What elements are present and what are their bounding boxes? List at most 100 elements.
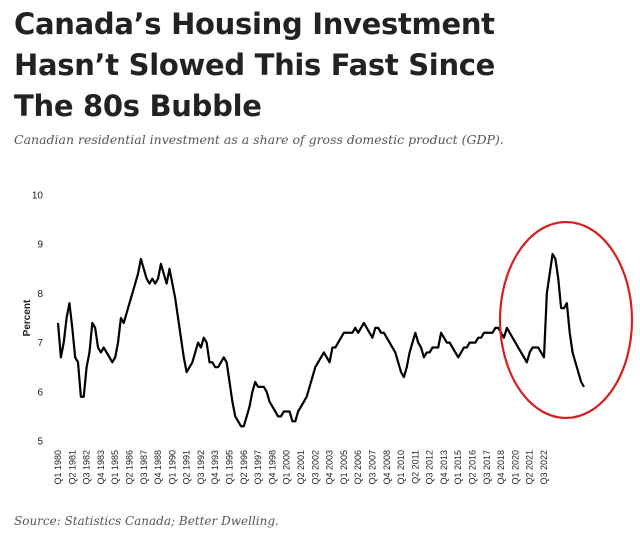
data-point [140, 258, 141, 259]
x-tick-label: Q2 2006 [353, 450, 363, 485]
data-point [446, 342, 447, 343]
series-line [56, 252, 585, 428]
data-point [155, 283, 156, 284]
data-point [172, 283, 173, 284]
data-point [338, 342, 339, 343]
data-point [206, 342, 207, 343]
data-point [275, 411, 276, 412]
data-point [298, 411, 299, 412]
data-point [403, 376, 404, 377]
data-point [249, 406, 250, 407]
x-tick-label: Q4 2013 [439, 450, 449, 485]
data-point [137, 273, 138, 274]
data-point [238, 421, 239, 422]
data-point [175, 298, 176, 299]
data-point [186, 372, 187, 373]
data-point [549, 273, 550, 274]
data-point [518, 347, 519, 348]
data-point [558, 278, 559, 279]
data-point [63, 342, 64, 343]
y-tick-label: 6 [37, 387, 43, 398]
data-point [509, 332, 510, 333]
x-tick-label: Q3 1982 [82, 450, 92, 485]
x-tick-label: Q4 1993 [210, 450, 220, 485]
data-point [177, 317, 178, 318]
data-point [97, 347, 98, 348]
data-point [566, 303, 567, 304]
data-point [575, 362, 576, 363]
x-tick-label: Q2 1991 [182, 450, 192, 485]
data-point [223, 357, 224, 358]
data-point [392, 347, 393, 348]
data-point [295, 421, 296, 422]
data-point [546, 293, 547, 294]
data-point [372, 337, 373, 338]
data-point [360, 327, 361, 328]
data-point [149, 283, 150, 284]
data-point [383, 332, 384, 333]
x-tick-label: Q2 2011 [410, 450, 420, 484]
data-point [209, 362, 210, 363]
data-point [583, 386, 584, 387]
data-point [395, 352, 396, 353]
data-point [92, 322, 93, 323]
x-tick-label: Q4 1998 [267, 450, 277, 485]
x-tick-label: Q1 1990 [167, 450, 177, 485]
data-point [389, 342, 390, 343]
data-point [166, 283, 167, 284]
data-point [541, 352, 542, 353]
x-tick-label: Q1 1980 [53, 450, 63, 485]
data-point [120, 317, 121, 318]
data-point [146, 278, 147, 279]
data-point [335, 347, 336, 348]
title-line-2: Hasn’t Slowed This Fast Since [14, 48, 496, 82]
data-point [515, 342, 516, 343]
data-point [426, 352, 427, 353]
data-point [180, 337, 181, 338]
data-point [503, 337, 504, 338]
data-point [192, 362, 193, 363]
data-point [263, 386, 264, 387]
x-tick-label: Q4 1988 [153, 450, 163, 485]
data-point [346, 332, 347, 333]
x-tick-label: Q2 2021 [525, 450, 535, 485]
data-point [95, 327, 96, 328]
data-point [318, 362, 319, 363]
data-point [466, 347, 467, 348]
source-note: Source: Statistics Canada; Better Dwelli… [14, 514, 279, 528]
data-point [400, 372, 401, 373]
data-point [315, 367, 316, 368]
data-point [329, 362, 330, 363]
data-point [132, 293, 133, 294]
data-point [306, 396, 307, 397]
x-tick-label: Q3 1987 [139, 450, 149, 485]
data-point [495, 327, 496, 328]
data-point [529, 352, 530, 353]
data-point [106, 352, 107, 353]
data-point [258, 386, 259, 387]
data-point [469, 342, 470, 343]
x-tick-label: Q1 1995 [225, 450, 235, 485]
data-point [506, 327, 507, 328]
data-point [323, 352, 324, 353]
data-point [412, 342, 413, 343]
data-point [440, 332, 441, 333]
data-point [240, 426, 241, 427]
data-point [272, 406, 273, 407]
data-point [129, 303, 130, 304]
data-point [57, 322, 58, 323]
data-point [535, 347, 536, 348]
data-point [366, 327, 367, 328]
data-point [83, 396, 84, 397]
data-point [246, 416, 247, 417]
data-point [555, 258, 556, 259]
data-point [169, 268, 170, 269]
x-tick-label: Q3 2022 [539, 450, 549, 485]
x-tick-label: Q4 2018 [496, 450, 506, 485]
data-point [255, 381, 256, 382]
data-point [386, 337, 387, 338]
data-point [498, 327, 499, 328]
data-point [77, 362, 78, 363]
highlight-circle [498, 220, 634, 420]
chart-subtitle: Canadian residential investment as a sha… [14, 132, 504, 147]
